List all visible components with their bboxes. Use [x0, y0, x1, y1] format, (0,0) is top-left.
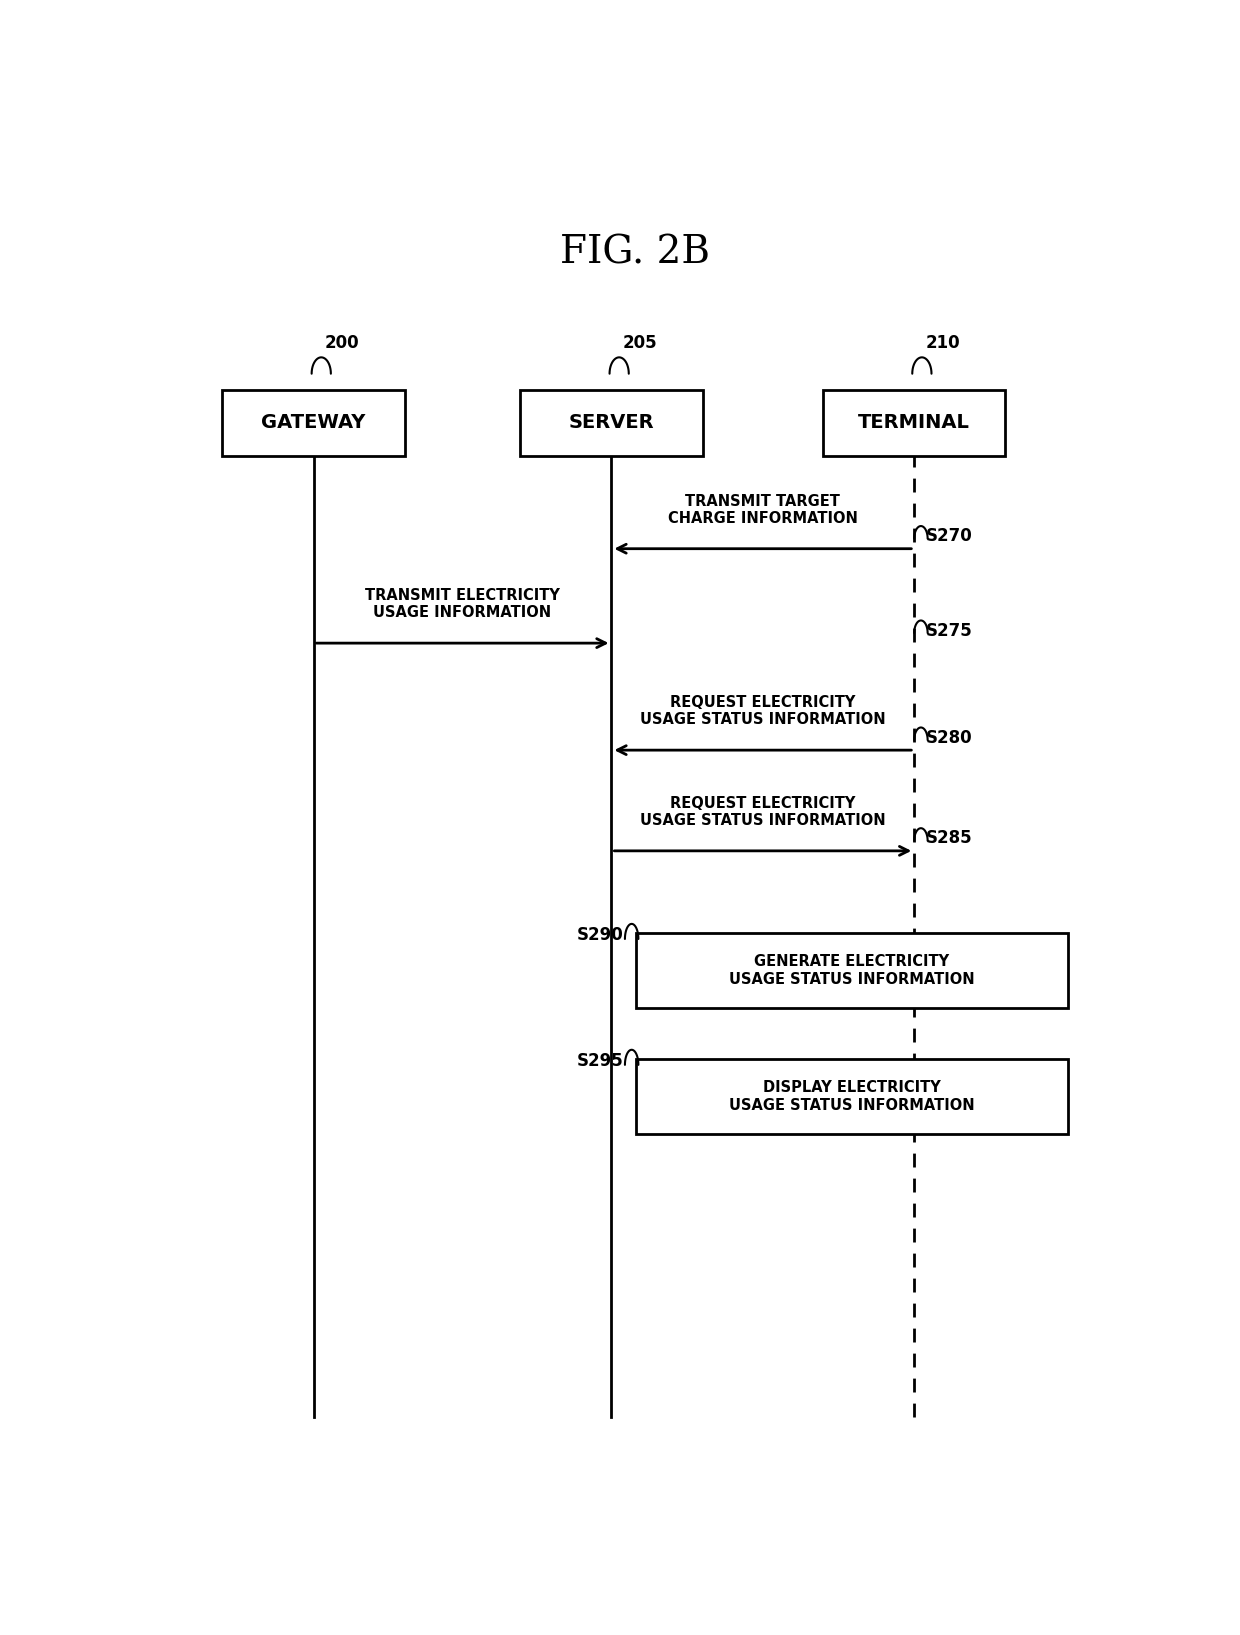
Text: TRANSMIT ELECTRICITY
USAGE INFORMATION: TRANSMIT ELECTRICITY USAGE INFORMATION: [365, 589, 560, 620]
Bar: [635, 932, 1068, 1009]
Text: SERVER: SERVER: [569, 414, 655, 432]
Text: TRANSMIT TARGET
CHARGE INFORMATION: TRANSMIT TARGET CHARGE INFORMATION: [668, 494, 858, 526]
Bar: [222, 391, 404, 456]
Text: S275: S275: [926, 621, 972, 639]
Text: REQUEST ELECTRICITY
USAGE STATUS INFORMATION: REQUEST ELECTRICITY USAGE STATUS INFORMA…: [640, 796, 885, 829]
Text: S295: S295: [577, 1053, 624, 1071]
Bar: [823, 391, 1006, 456]
Text: 210: 210: [926, 334, 960, 352]
Text: S290: S290: [577, 927, 624, 945]
Text: TERMINAL: TERMINAL: [858, 414, 970, 432]
Text: S270: S270: [926, 526, 972, 544]
Text: REQUEST ELECTRICITY
USAGE STATUS INFORMATION: REQUEST ELECTRICITY USAGE STATUS INFORMA…: [640, 695, 885, 728]
Text: 205: 205: [622, 334, 657, 352]
Text: S285: S285: [926, 829, 972, 847]
Bar: [521, 391, 703, 456]
Text: GATEWAY: GATEWAY: [262, 414, 366, 432]
Text: 200: 200: [325, 334, 360, 352]
Text: GENERATE ELECTRICITY
USAGE STATUS INFORMATION: GENERATE ELECTRICITY USAGE STATUS INFORM…: [729, 955, 975, 986]
Text: DISPLAY ELECTRICITY
USAGE STATUS INFORMATION: DISPLAY ELECTRICITY USAGE STATUS INFORMA…: [729, 1081, 975, 1112]
Text: FIG. 2B: FIG. 2B: [560, 234, 711, 271]
Text: S280: S280: [926, 729, 972, 747]
Bar: [635, 1058, 1068, 1135]
